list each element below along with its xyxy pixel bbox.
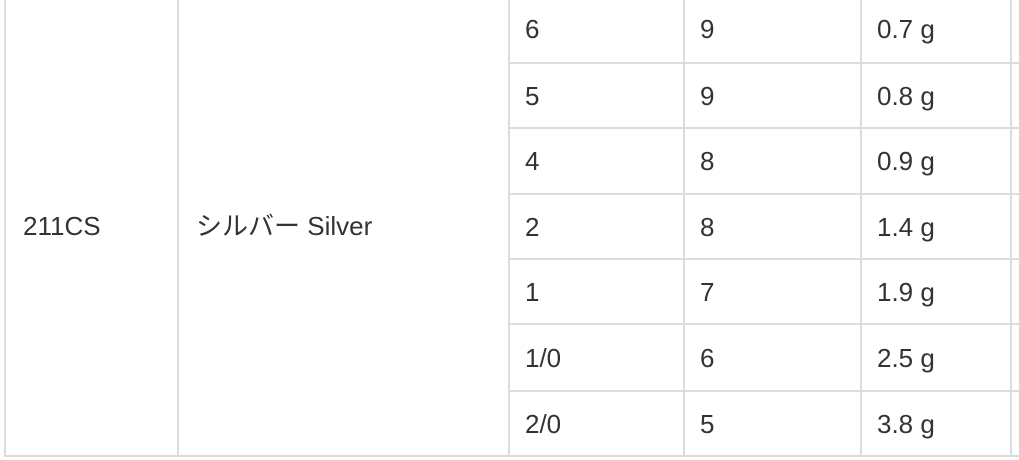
spec-table: 211CS シルバー Silver 6 9 0.7 g 5 9 0.8 g 4 …	[4, 0, 1019, 457]
color-cell: シルバー Silver	[179, 0, 508, 455]
weight-cell: 2.5 g	[862, 325, 1010, 390]
count-cell: 7	[685, 260, 860, 323]
cutoff-cell	[1012, 0, 1019, 62]
count-cell: 9	[685, 0, 860, 62]
count-cell: 6	[685, 325, 860, 390]
weight-cell: 0.7 g	[862, 0, 1010, 62]
size-cell: 2/0	[510, 392, 683, 455]
size-cell: 5	[510, 64, 683, 127]
cutoff-cell	[1012, 325, 1019, 390]
weight-cell: 0.9 g	[862, 129, 1010, 193]
weight-cell: 3.8 g	[862, 392, 1010, 455]
weight-cell: 1.9 g	[862, 260, 1010, 323]
size-cell: 6	[510, 0, 683, 62]
size-cell: 1	[510, 260, 683, 323]
cutoff-cell	[1012, 260, 1019, 323]
weight-cell: 1.4 g	[862, 195, 1010, 258]
count-cell: 9	[685, 64, 860, 127]
size-cell: 2	[510, 195, 683, 258]
cutoff-cell	[1012, 64, 1019, 127]
count-cell: 8	[685, 129, 860, 193]
count-cell: 8	[685, 195, 860, 258]
size-cell: 1/0	[510, 325, 683, 390]
cutoff-cell	[1012, 195, 1019, 258]
count-cell: 5	[685, 392, 860, 455]
weight-cell: 0.8 g	[862, 64, 1010, 127]
cutoff-cell	[1012, 129, 1019, 193]
cutoff-cell	[1012, 392, 1019, 455]
size-cell: 4	[510, 129, 683, 193]
model-cell: 211CS	[6, 0, 177, 455]
